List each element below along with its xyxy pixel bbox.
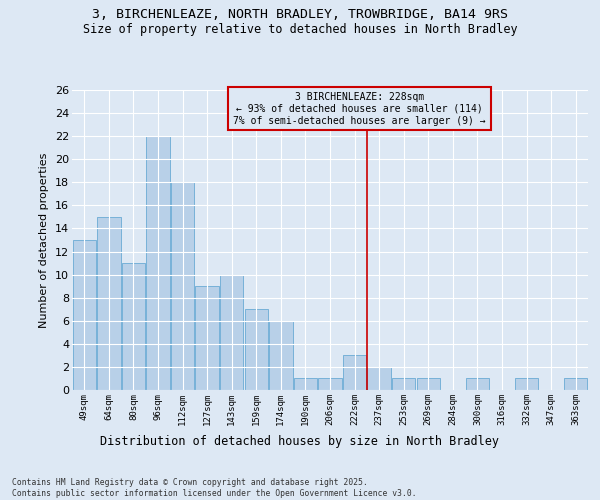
Bar	[367, 367, 391, 390]
Bar	[196, 286, 219, 390]
Bar	[220, 274, 244, 390]
Text: Distribution of detached houses by size in North Bradley: Distribution of detached houses by size …	[101, 435, 499, 448]
Bar	[171, 182, 194, 390]
Bar	[319, 378, 341, 390]
Bar	[146, 136, 170, 390]
Bar	[245, 309, 268, 390]
Y-axis label: Number of detached properties: Number of detached properties	[40, 152, 49, 328]
Bar	[73, 240, 96, 390]
Bar	[392, 378, 415, 390]
Bar	[564, 378, 587, 390]
Bar	[97, 217, 121, 390]
Text: 3, BIRCHENLEAZE, NORTH BRADLEY, TROWBRIDGE, BA14 9RS: 3, BIRCHENLEAZE, NORTH BRADLEY, TROWBRID…	[92, 8, 508, 20]
Bar	[466, 378, 489, 390]
Text: 3 BIRCHENLEAZE: 228sqm
← 93% of detached houses are smaller (114)
7% of semi-det: 3 BIRCHENLEAZE: 228sqm ← 93% of detached…	[233, 92, 486, 126]
Bar	[122, 263, 145, 390]
Text: Contains HM Land Registry data © Crown copyright and database right 2025.
Contai: Contains HM Land Registry data © Crown c…	[12, 478, 416, 498]
Bar	[294, 378, 317, 390]
Text: Size of property relative to detached houses in North Bradley: Size of property relative to detached ho…	[83, 22, 517, 36]
Bar	[343, 356, 366, 390]
Bar	[416, 378, 440, 390]
Bar	[269, 321, 293, 390]
Bar	[515, 378, 538, 390]
